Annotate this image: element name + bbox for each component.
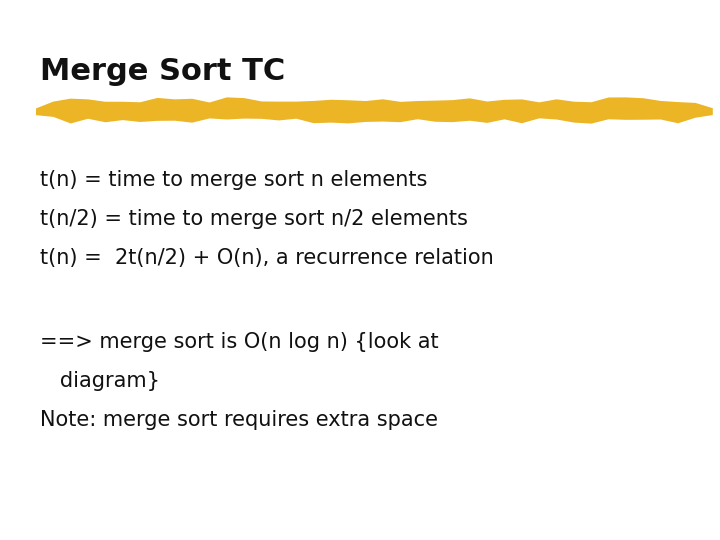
Text: t(n/2) = time to merge sort n/2 elements: t(n/2) = time to merge sort n/2 elements [40, 209, 467, 229]
Text: ==> merge sort is O(n log n) {look at: ==> merge sort is O(n log n) {look at [40, 332, 438, 352]
Text: t(n) =  2t(n/2) + O(n), a recurrence relation: t(n) = 2t(n/2) + O(n), a recurrence rela… [40, 248, 493, 268]
Text: diagram}: diagram} [40, 371, 159, 391]
Polygon shape [36, 97, 713, 124]
Text: Note: merge sort requires extra space: Note: merge sort requires extra space [40, 410, 438, 430]
Text: Merge Sort TC: Merge Sort TC [40, 57, 285, 86]
Text: t(n) = time to merge sort n elements: t(n) = time to merge sort n elements [40, 170, 427, 190]
